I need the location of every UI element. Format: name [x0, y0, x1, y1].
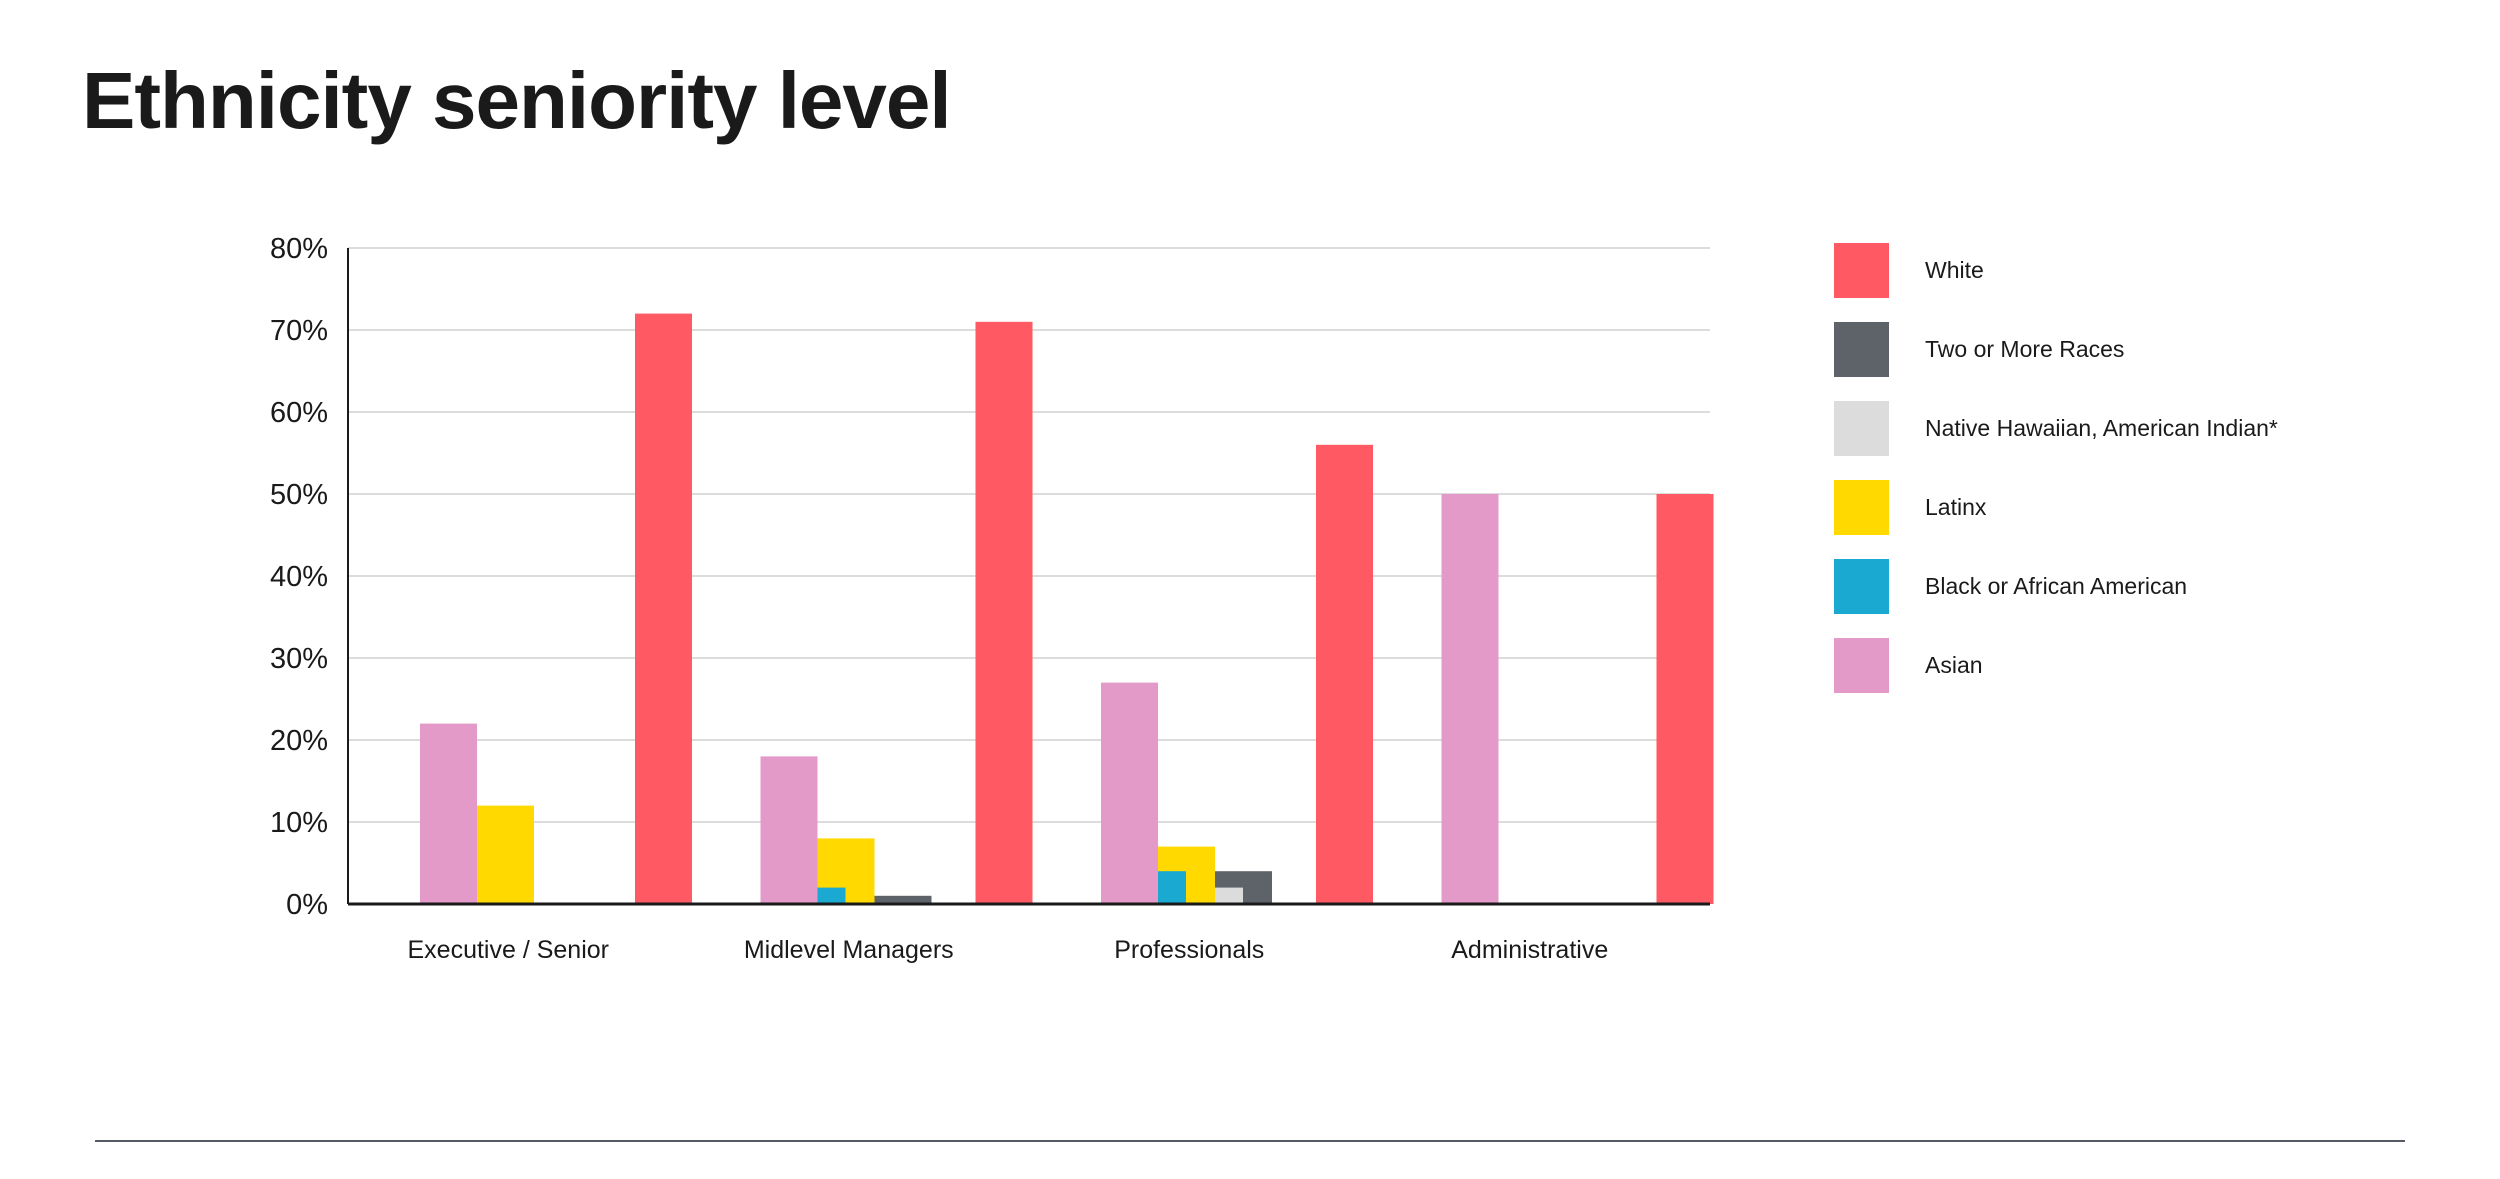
legend-swatch [1834, 243, 1889, 298]
y-tick-label: 30% [270, 643, 328, 675]
bar-asian-1 [760, 756, 818, 904]
legend-label: Native Hawaiian, American Indian* [1925, 415, 2278, 441]
bar-asian-2 [1101, 682, 1158, 904]
bottom-divider [95, 1140, 2405, 1142]
y-tick-label: 40% [270, 561, 328, 593]
bar-black-or-african-american-1 [817, 887, 846, 904]
x-category-label: Midlevel Managers [744, 936, 954, 964]
legend-swatch [1834, 480, 1889, 535]
y-tick-label: 60% [270, 397, 328, 429]
y-tick-labels: 0% 10% 20% 30% 40% 50% 60% 70% 80% [270, 233, 328, 921]
legend-item: Black or African American [1834, 559, 2187, 614]
page-title: Ethnicity seniority level [82, 56, 952, 145]
bar-white-2 [1316, 444, 1373, 904]
legend-item: White [1834, 243, 1984, 298]
y-tick-label: 0% [286, 889, 328, 921]
legend-item: Asian [1834, 638, 1983, 693]
y-tick-label: 50% [270, 479, 328, 511]
legend-swatch [1834, 322, 1889, 377]
legend-label: Two or More Races [1925, 336, 2124, 362]
x-category-labels: Executive / Senior Midlevel Managers Profe… [408, 936, 1609, 964]
bar-latinx-0 [477, 805, 534, 904]
bars [420, 313, 1714, 905]
bar-two-or-more-races-1 [874, 895, 932, 904]
legend-swatch [1834, 401, 1889, 456]
y-tick-label: 20% [270, 725, 328, 757]
y-tick-label: 10% [270, 807, 328, 839]
bar-white-3 [1656, 494, 1714, 904]
legend-label: Asian [1925, 652, 1983, 678]
bar-black-or-african-american-2 [1158, 871, 1186, 904]
bar-native-hawaiian-american-indian-2 [1215, 887, 1243, 904]
legend-swatch [1834, 559, 1889, 614]
legend-label: Black or African American [1925, 573, 2187, 599]
y-tick-label: 80% [270, 233, 328, 265]
bar-asian-3 [1441, 494, 1499, 904]
y-tick-label: 70% [270, 315, 328, 347]
axes [347, 248, 1710, 906]
legend-label: Latinx [1925, 494, 1987, 520]
bar-white-0 [635, 313, 692, 905]
x-category-label: Professionals [1114, 936, 1264, 964]
legend-swatch [1834, 638, 1889, 693]
x-category-label: Executive / Senior [408, 936, 610, 964]
bar-white-1 [975, 321, 1033, 904]
legend-item: Two or More Races [1834, 322, 2124, 377]
bar-asian-0 [420, 723, 477, 904]
legend-item: Latinx [1834, 480, 1987, 535]
legend-label: White [1925, 257, 1984, 283]
legend: White Two or More Races Native Hawaiian, A… [1834, 243, 2278, 693]
x-category-label: Administrative [1451, 936, 1608, 964]
legend-item: Native Hawaiian, American Indian* [1834, 401, 2278, 456]
